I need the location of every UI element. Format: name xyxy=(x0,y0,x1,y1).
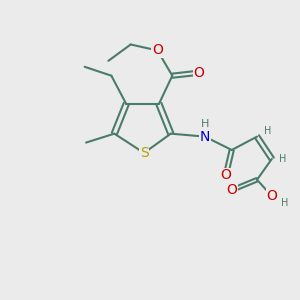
Text: H: H xyxy=(279,154,286,164)
Text: S: S xyxy=(140,146,148,160)
Text: H: H xyxy=(201,119,209,129)
Text: O: O xyxy=(194,66,205,80)
Text: O: O xyxy=(226,183,237,197)
Text: H: H xyxy=(264,126,271,136)
Text: O: O xyxy=(152,44,163,57)
Text: H: H xyxy=(281,199,288,208)
Text: O: O xyxy=(266,189,277,203)
Text: O: O xyxy=(220,168,231,182)
Text: N: N xyxy=(200,130,210,144)
